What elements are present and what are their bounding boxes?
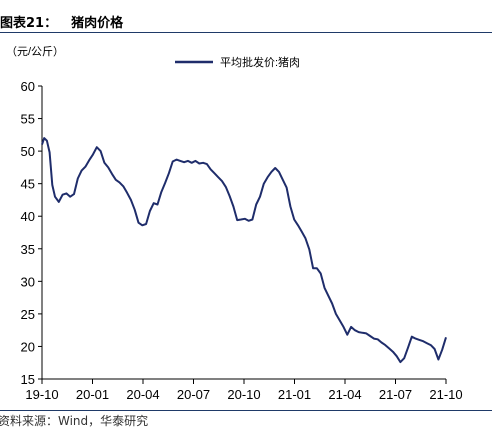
series-line-pork-price — [41, 137, 447, 364]
y-tick-label: 45 — [21, 177, 35, 192]
x-tick-label: 21-01 — [278, 387, 311, 402]
footer-rule — [0, 410, 492, 411]
x-tick-label: 21-04 — [328, 387, 361, 402]
y-tick-label: 50 — [21, 144, 35, 159]
y-axis-unit-label: （元/公斤） — [6, 45, 64, 58]
source-note: 资料来源：Wind，华泰研究 — [0, 414, 149, 428]
x-tick-label: 20-10 — [227, 387, 260, 402]
figure-title-text: 猪肉价格 — [71, 16, 124, 31]
x-tick-label: 20-01 — [76, 387, 109, 402]
y-tick-label: 55 — [21, 112, 35, 127]
legend-label: 平均批发价:猪肉 — [220, 55, 300, 69]
x-tick-label: 19-10 — [25, 387, 58, 402]
y-tick-label: 30 — [21, 274, 35, 289]
legend: 平均批发价:猪肉 — [175, 55, 300, 69]
y-tick-label: 15 — [21, 372, 35, 387]
y-tick-label: 35 — [21, 242, 35, 257]
x-tick-label: 20-07 — [177, 387, 210, 402]
x-tick-label: 20-04 — [126, 387, 159, 402]
title-rule — [0, 32, 492, 33]
x-tick-label: 21-10 — [429, 387, 462, 402]
y-tick-label: 20 — [21, 339, 35, 354]
y-tick-label: 40 — [21, 209, 35, 224]
figure-title: 图表21： 猪肉价格 — [0, 12, 123, 31]
y-tick-label: 60 — [21, 79, 35, 94]
y-tick-label: 25 — [21, 307, 35, 322]
x-tick-label: 21-07 — [379, 387, 412, 402]
figure-label: 图表21： — [0, 16, 58, 31]
